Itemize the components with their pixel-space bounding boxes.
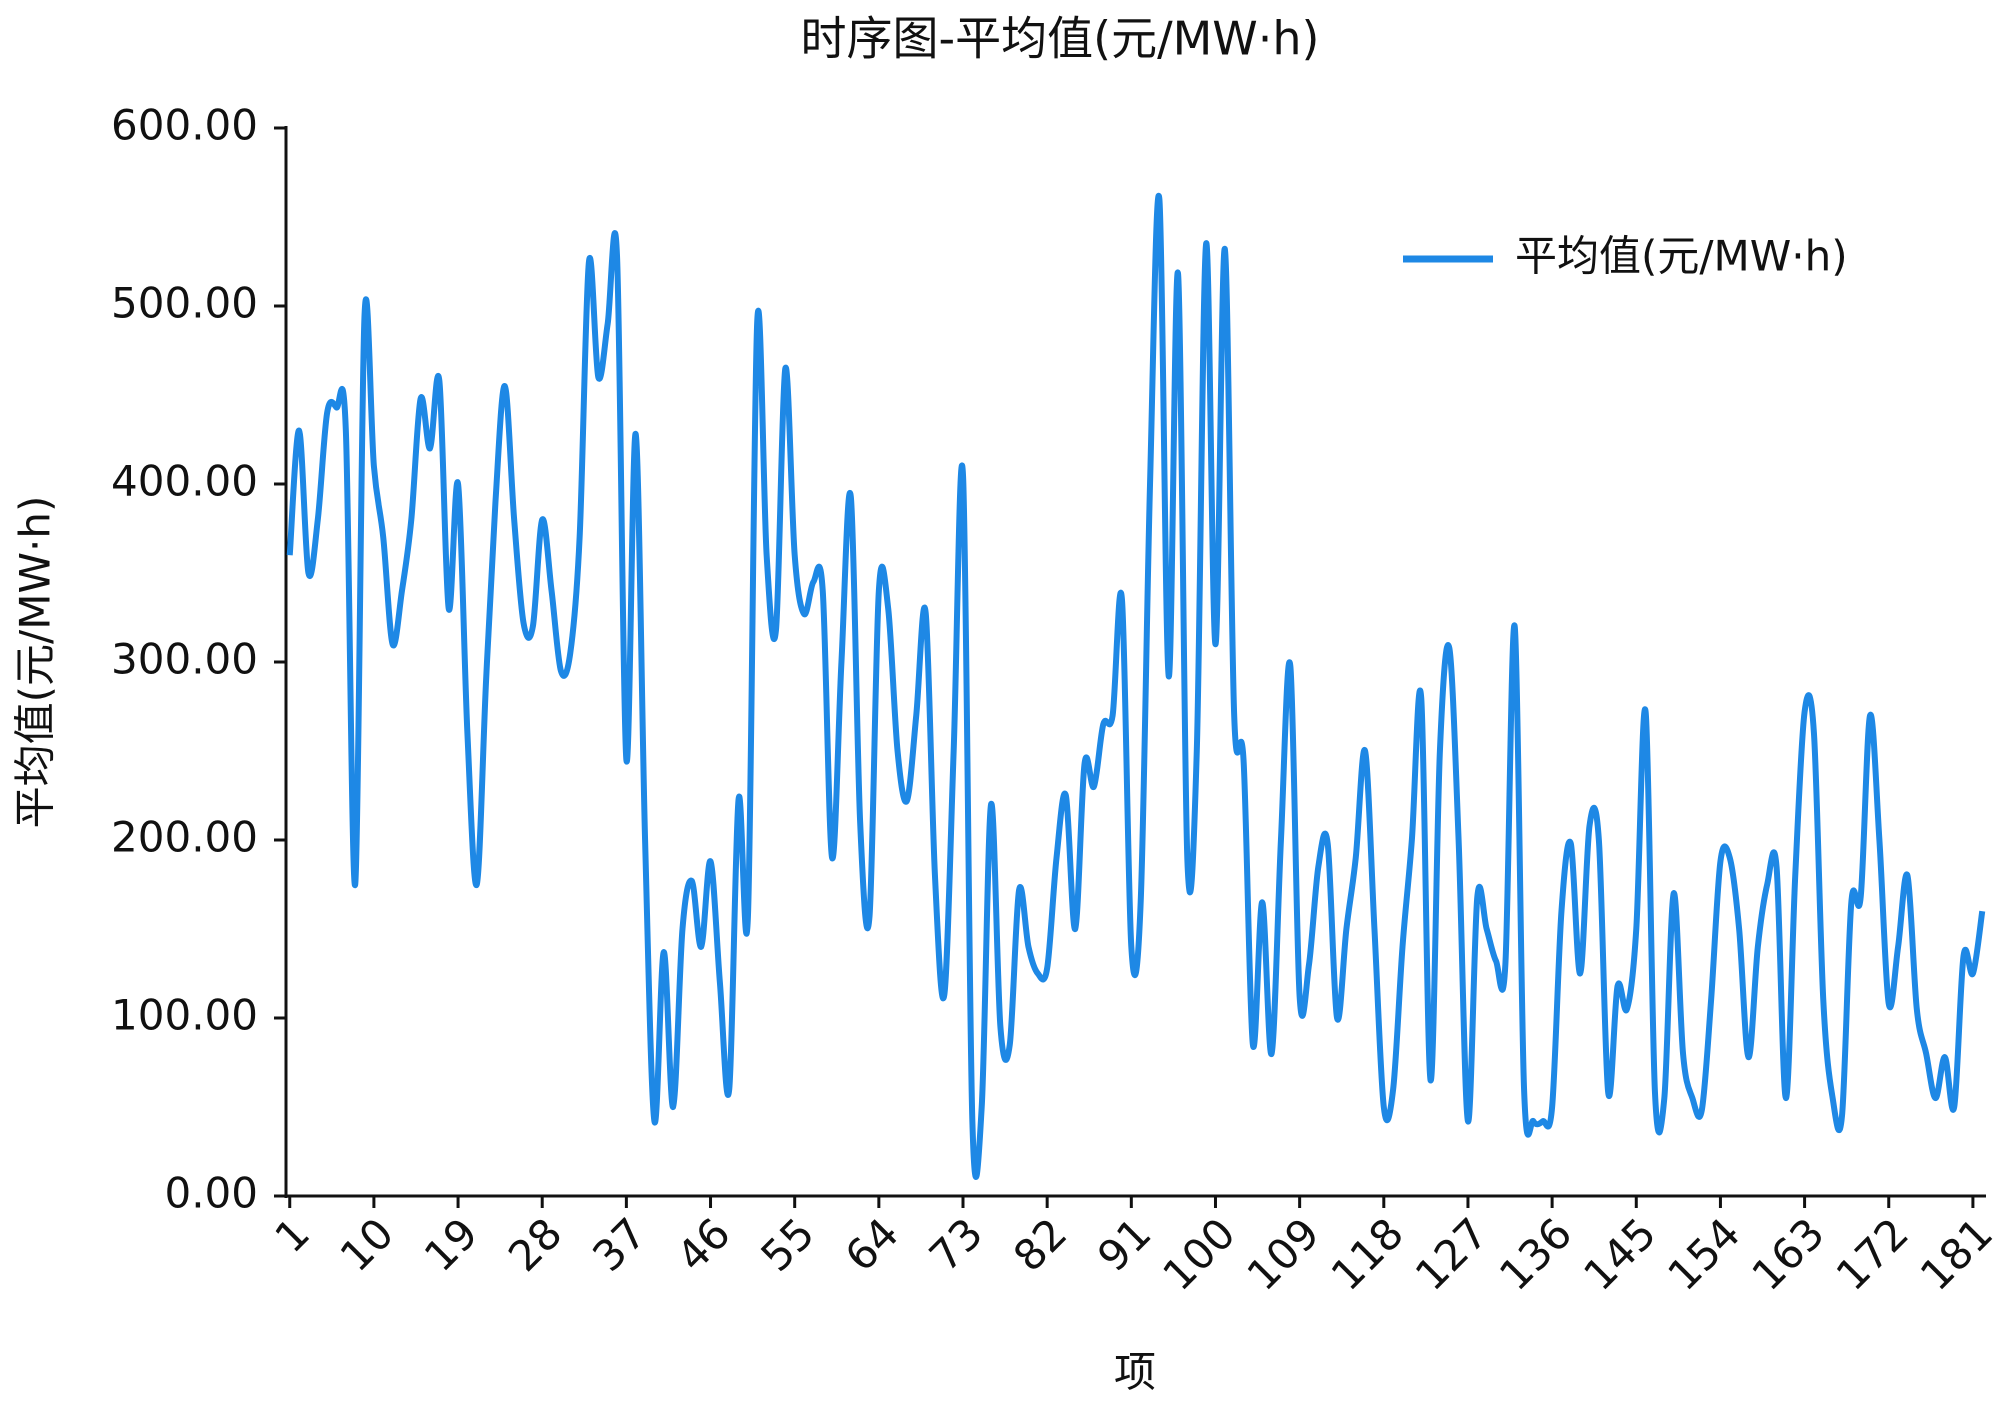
y-tick-label: 500.00 [111, 279, 258, 328]
data-line [286, 193, 1986, 1180]
x-tick-label: 55 [751, 1209, 823, 1281]
x-tick-label: 73 [920, 1209, 992, 1281]
x-tick-label: 181 [1911, 1209, 2000, 1300]
x-tick-label: 1 [265, 1209, 319, 1263]
y-tick-label: 0.00 [164, 1169, 258, 1218]
x-tick-label: 100 [1153, 1209, 1244, 1300]
x-tick-label: 37 [583, 1209, 655, 1281]
legend-label: 平均值(元/MW·h) [1515, 232, 1848, 281]
y-tick-label: 600.00 [111, 101, 258, 150]
x-tick-label: 118 [1322, 1209, 1413, 1300]
x-tick-label: 136 [1490, 1209, 1581, 1300]
x-tick-label: 82 [1004, 1209, 1076, 1281]
x-tick-label: 91 [1088, 1209, 1160, 1281]
x-tick-label: 127 [1406, 1209, 1497, 1300]
x-tick-label: 10 [331, 1209, 403, 1281]
x-tick-label: 172 [1827, 1209, 1918, 1300]
x-tick-label: 145 [1574, 1209, 1665, 1300]
y-tick-label: 300.00 [111, 635, 258, 684]
y-tick-label: 100.00 [111, 991, 258, 1040]
x-tick-label: 19 [415, 1209, 487, 1281]
x-tick-label: 46 [667, 1209, 739, 1281]
chart-title: 时序图-平均值(元/MW·h) [801, 12, 1320, 66]
x-tick-label: 109 [1238, 1209, 1329, 1300]
x-axis-label: 项 [1114, 1348, 1156, 1397]
y-axis-label: 平均值(元/MW·h) [11, 496, 60, 829]
x-tick-label: 28 [499, 1209, 571, 1281]
x-tick-label: 154 [1658, 1209, 1749, 1300]
x-tick-label: 64 [836, 1209, 908, 1281]
y-tick-label: 400.00 [111, 457, 258, 506]
x-tick-label: 163 [1742, 1209, 1833, 1300]
y-tick-label: 200.00 [111, 813, 258, 862]
